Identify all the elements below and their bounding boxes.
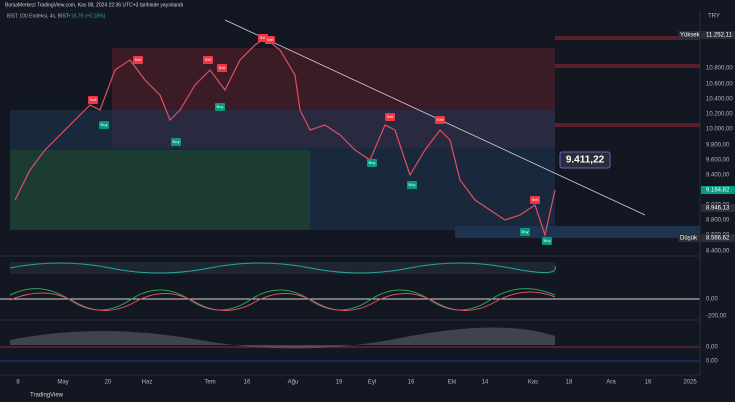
time-label: Tem: [204, 380, 215, 386]
time-label: Kas: [528, 380, 538, 386]
price-tag-value: 11.252,11: [706, 33, 732, 39]
signal-label: Buy: [522, 229, 529, 234]
zone: [555, 64, 700, 68]
tag-name-bg: [678, 234, 700, 242]
change: +16,76 (+0,18%): [68, 13, 106, 19]
time-label: 20: [105, 380, 112, 386]
price-label: 10.000,00: [706, 127, 733, 133]
lower-band: [10, 150, 310, 230]
time-label: Ara: [606, 380, 616, 386]
price-label: 9.800,00: [706, 143, 730, 149]
price-tag: [701, 234, 735, 242]
price-label: 9.600,00: [706, 158, 730, 164]
signal-label: Sell: [267, 37, 274, 42]
price-tag: [701, 31, 735, 39]
signal-label: Buy: [217, 104, 224, 109]
signal-badge: [385, 113, 395, 121]
signal-badge: [88, 96, 98, 104]
signal-badge: [530, 196, 540, 204]
price-label: 10.800,00: [706, 66, 733, 72]
high-tag: Yüksek: [680, 33, 701, 39]
signal-badge: [171, 138, 181, 146]
price-label: 9.400,00: [706, 173, 730, 179]
price-tag: [701, 204, 735, 212]
time-label: Ağu: [288, 380, 299, 386]
published: BorsaMerkezi TradingView.com, Kas 08, 20…: [5, 2, 183, 8]
time-label: 16: [408, 380, 415, 386]
sub-axis-label: 0,00: [706, 359, 718, 365]
signal-badge: [133, 56, 143, 64]
time-label: May: [57, 380, 68, 386]
signal-label: Buy: [409, 182, 416, 187]
price-tag-value: 9.184,82: [706, 188, 730, 194]
time-label: 16: [244, 380, 251, 386]
time-label: 19: [336, 380, 343, 386]
signal-label: Buy: [173, 139, 180, 144]
price-label: 8.400,00: [706, 249, 730, 255]
price-tag-value: 8.946,13: [706, 206, 730, 212]
signal-label: Sell: [532, 197, 539, 202]
volume: [10, 327, 555, 349]
signal-label: Buy: [101, 122, 108, 127]
time-label: 18: [566, 380, 573, 386]
annotation: 9.411,22: [566, 155, 605, 166]
price-label: 10.600,00: [706, 82, 733, 88]
osc-pane: [10, 262, 555, 274]
annotation-box: [559, 151, 611, 169]
signal-label: Sell: [387, 114, 394, 119]
symbol: BIST 100 Endeksi, 4s, BIST: [7, 13, 69, 19]
signal-label: Sell: [90, 97, 97, 102]
zone: [455, 226, 700, 238]
price-label: 8.800,00: [706, 218, 730, 224]
signal-badge: [520, 228, 530, 236]
footer: TradingView: [30, 393, 64, 399]
time-label: 16: [645, 380, 652, 386]
time-label: Eki: [448, 380, 456, 386]
price-label: 10.200,00: [706, 112, 733, 118]
signal-badge: [217, 64, 227, 72]
time-label: 14: [482, 380, 489, 386]
sub-axis-label: 0,00: [706, 297, 718, 303]
time-label: Eyl: [368, 380, 376, 386]
time-label: 2025: [683, 380, 697, 386]
price-line: [14, 37, 556, 238]
signal-badge: [542, 237, 552, 245]
low-tag: Düşük: [680, 236, 698, 242]
tag-name-bg: [678, 31, 700, 39]
price-label: 10.400,00: [706, 97, 733, 103]
signal-badge: [215, 103, 225, 111]
currency: TRY: [708, 14, 720, 20]
oscillator: [9, 262, 556, 274]
signal-label: Buy: [544, 238, 551, 243]
signal-label: Sell: [437, 117, 444, 122]
price-tag: [701, 186, 735, 194]
time-label: 8: [16, 380, 20, 386]
signal-badge: [407, 181, 417, 189]
sub-axis-label: 0,00: [706, 345, 718, 351]
zone: [555, 36, 700, 40]
signal: [9, 291, 556, 311]
signal-label: Sell: [260, 35, 267, 40]
signal-label: Sell: [135, 57, 142, 62]
time-label: Haz: [142, 380, 153, 386]
zone: [555, 123, 700, 127]
signal-badge: [99, 121, 109, 129]
signal-badge: [265, 36, 275, 44]
signal-badge: [203, 56, 213, 64]
signal-label: Buy: [369, 160, 376, 165]
signal-badge: [367, 159, 377, 167]
sub-axis-label: -200,00: [706, 314, 727, 320]
signal-badge: [435, 116, 445, 124]
price-tag-value: 8.566,62: [706, 236, 730, 242]
signal-label: Sell: [219, 65, 226, 70]
signal-label: Sell: [205, 57, 212, 62]
